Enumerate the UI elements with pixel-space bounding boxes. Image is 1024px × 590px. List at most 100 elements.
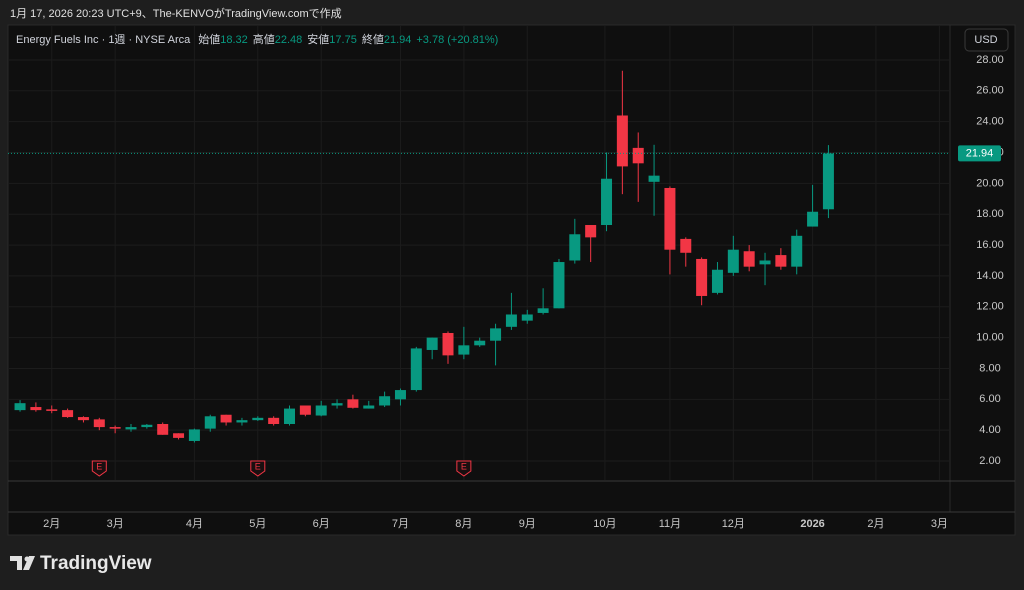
y-tick-label: 2.00 <box>979 455 1000 467</box>
y-tick-label: 12.00 <box>976 301 1004 313</box>
candle-body <box>379 396 391 406</box>
candle-body <box>268 417 280 425</box>
candle-body <box>299 405 311 415</box>
x-tick-label: 10月 <box>593 518 616 530</box>
legend-value: 18.32 <box>220 34 248 46</box>
candle-body <box>157 424 169 435</box>
y-tick-label: 20.00 <box>976 177 1004 189</box>
last-price-label: 21.94 <box>966 147 994 159</box>
candle-body <box>426 337 438 350</box>
x-tick-label: 12月 <box>722 518 745 530</box>
candle-body <box>537 308 549 313</box>
candle-body <box>331 403 343 406</box>
legend-label: 高値 <box>253 32 275 46</box>
candle-body <box>236 420 248 423</box>
candle-body <box>315 405 327 416</box>
y-tick-label: 10.00 <box>976 332 1004 344</box>
candle-body <box>77 417 89 421</box>
candle-body <box>14 403 26 411</box>
candle-body <box>410 348 422 391</box>
x-tick-label: 3月 <box>107 518 124 530</box>
candle-body <box>616 115 628 167</box>
candle-body <box>125 427 137 430</box>
y-tick-label: 8.00 <box>979 362 1000 374</box>
candle-body <box>521 314 533 321</box>
candle-body <box>30 407 42 411</box>
x-tick-label: 11月 <box>659 518 681 530</box>
event-marker <box>250 460 266 477</box>
y-tick-label: 14.00 <box>976 270 1004 282</box>
event-marker <box>456 460 472 477</box>
x-tick-label: 2月 <box>867 518 884 530</box>
y-tick-label: 18.00 <box>976 208 1004 220</box>
candle-body <box>173 433 185 438</box>
y-tick-label: 6.00 <box>979 393 1000 405</box>
y-tick-label: 24.00 <box>976 116 1004 128</box>
currency[interactable]: USD <box>974 34 997 46</box>
event-marker <box>91 460 107 477</box>
event-label: E <box>461 461 467 471</box>
legend-change: +3.78 (+20.81%) <box>416 34 498 46</box>
legend-label: 終値 <box>362 32 384 46</box>
candle-body <box>743 251 755 267</box>
candle-body <box>807 211 819 227</box>
candle-body <box>62 410 74 418</box>
chart-panel <box>7 24 1016 536</box>
currency-button[interactable] <box>964 28 1009 52</box>
x-tick-label: 6月 <box>313 518 330 530</box>
candle-body <box>46 409 58 411</box>
candle-body <box>458 345 470 355</box>
candle-body <box>569 234 581 261</box>
legend-label: 始値 <box>198 32 220 46</box>
logo: TradingView <box>10 553 152 574</box>
candle-body <box>252 417 264 421</box>
y-tick-label: 4.00 <box>979 424 1000 436</box>
candle-body <box>553 262 565 309</box>
candle-body <box>696 258 708 296</box>
candles <box>8 70 950 443</box>
event-label: E <box>96 461 102 471</box>
candle-body <box>93 419 105 428</box>
candle-body <box>347 399 359 408</box>
y-tick-label: 28.00 <box>976 54 1004 66</box>
caption: 1月 17, 2026 20:23 UTC+9、The-KENVOがTradin… <box>10 6 342 20</box>
legend-text: Energy Fuels Inc · 1週 · NYSE Arca 始値18.32… <box>16 32 498 46</box>
x-tick-label: 2月 <box>43 518 60 530</box>
legend-title: Energy Fuels Inc · 1週 · NYSE Arca <box>16 33 191 46</box>
y-tick-label: 26.00 <box>976 85 1004 97</box>
candle-body <box>490 328 502 341</box>
candle-body <box>141 424 153 428</box>
last-price-box <box>958 145 1001 162</box>
x-tick-label: 3月 <box>931 518 948 530</box>
event-label: E <box>255 461 261 471</box>
candle-body <box>775 255 787 267</box>
logo-dot <box>24 556 30 562</box>
y-tick-label: 16.00 <box>976 239 1004 251</box>
legend: Energy Fuels Inc · 1週 · NYSE Arca 始値18.32… <box>16 32 498 46</box>
candle-body <box>474 340 486 346</box>
candle-body <box>394 390 406 400</box>
candle-body <box>632 147 644 164</box>
x-tick-label: 5月 <box>249 518 266 530</box>
x-tick-label: 4月 <box>186 518 203 530</box>
candle-body <box>442 332 454 356</box>
candle-body <box>284 408 296 425</box>
x-tick-label: 8月 <box>455 518 472 530</box>
candle-body <box>363 405 375 409</box>
candle-body <box>505 314 517 327</box>
candle-body <box>220 414 232 423</box>
candle-body <box>601 178 613 226</box>
candle-body <box>648 175 660 182</box>
legend-value: 17.75 <box>329 34 357 46</box>
candle-body <box>204 416 216 429</box>
candle-body <box>711 269 723 293</box>
x-tick-label: 2026 <box>800 518 824 530</box>
legend-value: 22.48 <box>275 34 303 46</box>
legend-label: 安値 <box>307 32 329 46</box>
candle-body <box>188 429 200 441</box>
candle-body <box>585 225 597 238</box>
candle-body <box>109 427 121 429</box>
logo-text: TradingView <box>40 553 152 574</box>
